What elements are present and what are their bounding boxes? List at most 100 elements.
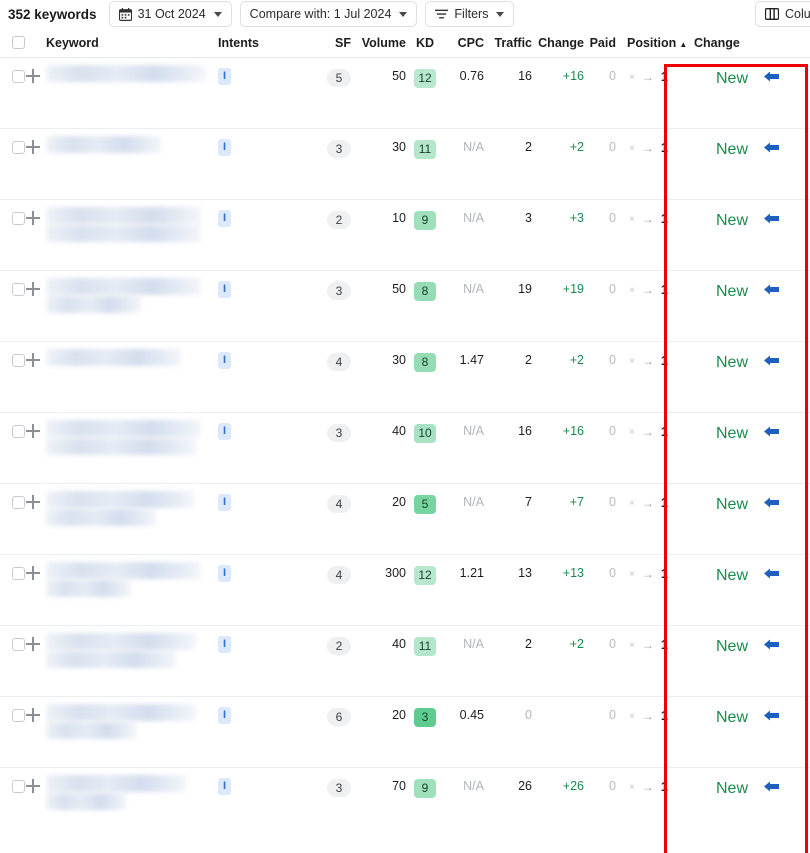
row-checkbox[interactable] (12, 141, 25, 154)
keyword-cell[interactable] (46, 58, 216, 83)
keyword-cell[interactable] (46, 555, 216, 598)
serp-features-cell[interactable] (754, 484, 810, 509)
header-paid[interactable]: Paid (589, 35, 616, 50)
header-volume[interactable]: Volume (361, 35, 406, 50)
serp-feature-icon[interactable] (764, 141, 779, 154)
intent-informational-badge[interactable]: I (218, 565, 231, 582)
serp-features-cell[interactable] (754, 342, 810, 367)
keyword-cell[interactable] (46, 626, 216, 669)
intent-informational-badge[interactable]: I (218, 494, 231, 511)
row-checkbox-cell[interactable] (0, 129, 26, 154)
add-keyword-cell[interactable] (26, 342, 46, 367)
row-checkbox-cell[interactable] (0, 555, 26, 580)
header-intents[interactable]: Intents (218, 35, 259, 50)
intent-informational-badge[interactable]: I (218, 210, 231, 227)
serp-feature-icon[interactable] (764, 425, 779, 438)
serp-feature-icon[interactable] (764, 496, 779, 509)
row-checkbox-cell[interactable] (0, 200, 26, 225)
serp-feature-icon[interactable] (764, 354, 779, 367)
date-picker-button[interactable]: 31 Oct 2024 (108, 1, 232, 27)
plus-icon[interactable] (26, 495, 40, 509)
table-row[interactable]: I 3 70 9 N/A 26 +26 0 × → 1 New (0, 768, 810, 839)
row-checkbox[interactable] (12, 638, 25, 651)
plus-icon[interactable] (26, 566, 40, 580)
plus-icon[interactable] (26, 424, 40, 438)
serp-feature-icon[interactable] (764, 70, 779, 83)
filters-button[interactable]: Filters (425, 1, 515, 27)
serp-feature-icon[interactable] (764, 638, 779, 651)
row-checkbox[interactable] (12, 212, 25, 225)
header-position-change[interactable]: Change (694, 35, 740, 50)
serp-features-cell[interactable] (754, 200, 810, 225)
row-checkbox-cell[interactable] (0, 484, 26, 509)
serp-feature-icon[interactable] (764, 709, 779, 722)
add-keyword-cell[interactable] (26, 129, 46, 154)
row-checkbox[interactable] (12, 354, 25, 367)
row-checkbox[interactable] (12, 496, 25, 509)
keyword-cell[interactable] (46, 342, 216, 367)
row-checkbox[interactable] (12, 780, 25, 793)
serp-features-cell[interactable] (754, 129, 810, 154)
serp-features-cell[interactable] (754, 58, 810, 83)
keyword-cell[interactable] (46, 413, 216, 456)
keyword-cell[interactable] (46, 200, 216, 243)
row-checkbox[interactable] (12, 425, 25, 438)
keyword-cell[interactable] (46, 484, 216, 527)
row-checkbox[interactable] (12, 283, 25, 296)
header-kd[interactable]: KD (415, 35, 435, 50)
table-row[interactable]: I 3 30 11 N/A 2 +2 0 × → 1 New (0, 129, 810, 200)
add-keyword-cell[interactable] (26, 484, 46, 509)
plus-icon[interactable] (26, 637, 40, 651)
row-checkbox-cell[interactable] (0, 697, 26, 722)
columns-button[interactable]: Columns (755, 1, 810, 27)
add-keyword-cell[interactable] (26, 413, 46, 438)
row-checkbox[interactable] (12, 709, 25, 722)
row-checkbox[interactable] (12, 70, 25, 83)
row-checkbox-cell[interactable] (0, 342, 26, 367)
keyword-cell[interactable] (46, 271, 216, 314)
table-row[interactable]: I 4 300 12 1.21 13 +13 0 × → 1 New (0, 555, 810, 626)
row-checkbox-cell[interactable] (0, 413, 26, 438)
header-keyword[interactable]: Keyword (46, 35, 99, 50)
intent-informational-badge[interactable]: I (218, 778, 231, 795)
select-all-checkbox-cell[interactable] (0, 36, 26, 49)
select-all-checkbox[interactable] (12, 36, 25, 49)
serp-feature-icon[interactable] (764, 283, 779, 296)
row-checkbox-cell[interactable] (0, 58, 26, 83)
intent-informational-badge[interactable]: I (218, 139, 231, 156)
add-keyword-cell[interactable] (26, 271, 46, 296)
row-checkbox[interactable] (12, 567, 25, 580)
header-change[interactable]: Change (538, 35, 584, 50)
serp-features-cell[interactable] (754, 626, 810, 651)
keyword-cell[interactable] (46, 768, 216, 811)
intent-informational-badge[interactable]: I (218, 352, 231, 369)
table-row[interactable]: I 2 40 11 N/A 2 +2 0 × → 1 New (0, 626, 810, 697)
header-sf[interactable]: SF (335, 35, 351, 50)
header-traffic[interactable]: Traffic (494, 35, 532, 50)
intent-informational-badge[interactable]: I (218, 423, 231, 440)
table-row[interactable]: I 4 20 5 N/A 7 +7 0 × → 1 New (0, 484, 810, 555)
add-keyword-cell[interactable] (26, 555, 46, 580)
add-keyword-cell[interactable] (26, 697, 46, 722)
serp-feature-icon[interactable] (764, 567, 779, 580)
header-position[interactable]: Position ▲ (616, 36, 694, 50)
keyword-cell[interactable] (46, 129, 216, 154)
serp-feature-icon[interactable] (764, 780, 779, 793)
plus-icon[interactable] (26, 353, 40, 367)
plus-icon[interactable] (26, 211, 40, 225)
serp-features-cell[interactable] (754, 555, 810, 580)
row-checkbox-cell[interactable] (0, 626, 26, 651)
keyword-cell[interactable] (46, 697, 216, 740)
header-cpc[interactable]: CPC (457, 35, 484, 50)
serp-features-cell[interactable] (754, 413, 810, 438)
add-keyword-cell[interactable] (26, 58, 46, 83)
table-row[interactable]: I 4 30 8 1.47 2 +2 0 × → 1 New (0, 342, 810, 413)
table-row[interactable]: I 5 50 12 0.76 16 +16 0 × → 1 New (0, 58, 810, 129)
intent-informational-badge[interactable]: I (218, 281, 231, 298)
serp-features-cell[interactable] (754, 768, 810, 793)
intent-informational-badge[interactable]: I (218, 707, 231, 724)
plus-icon[interactable] (26, 282, 40, 296)
add-keyword-cell[interactable] (26, 200, 46, 225)
add-keyword-cell[interactable] (26, 626, 46, 651)
plus-icon[interactable] (26, 140, 40, 154)
